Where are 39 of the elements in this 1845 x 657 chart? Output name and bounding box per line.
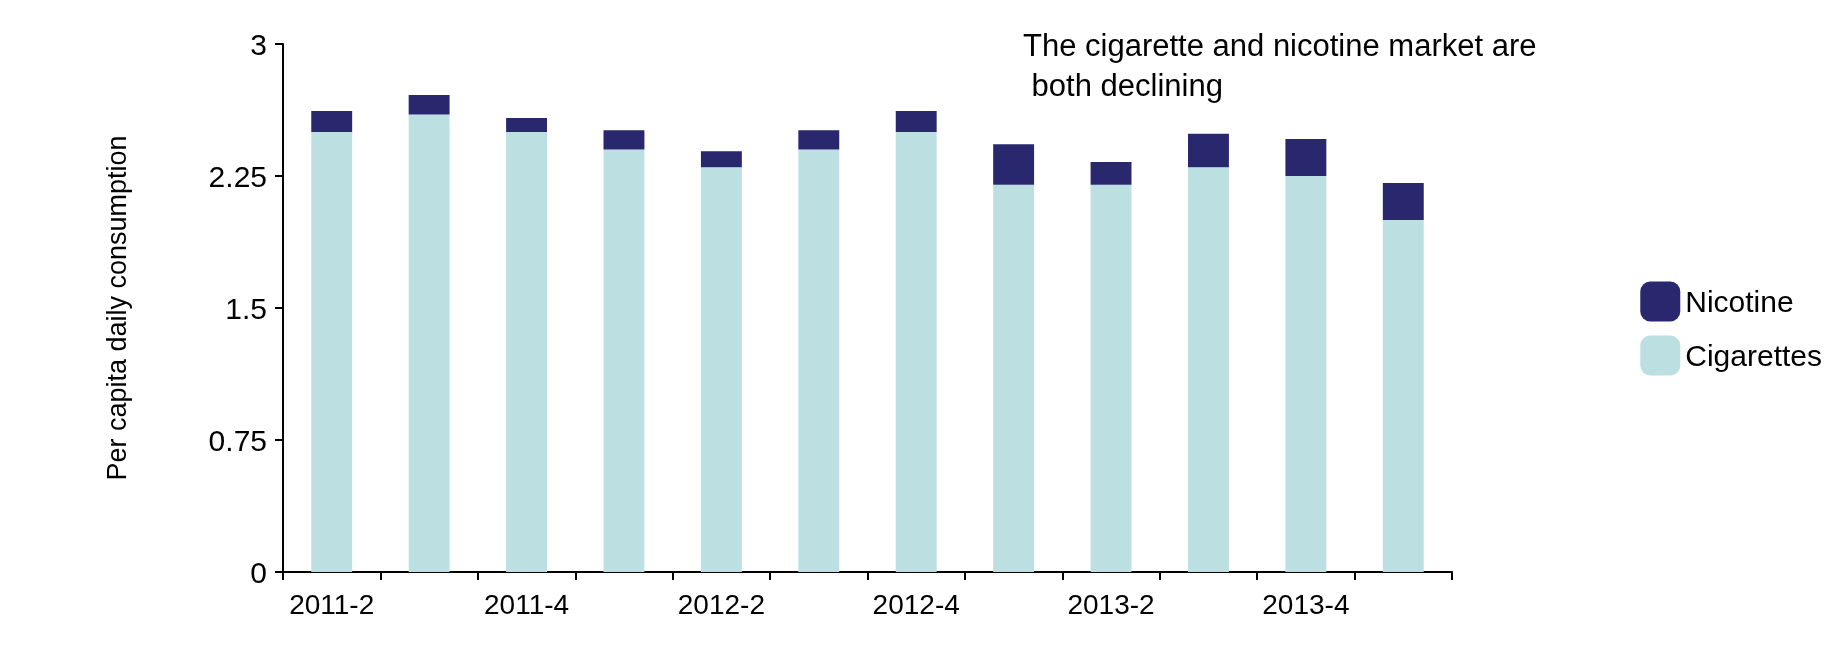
bar	[506, 117, 547, 132]
bar	[603, 149, 645, 572]
y-tick-label: 0.75	[208, 423, 267, 457]
x-tick-label: 2013-2	[1067, 588, 1155, 620]
bar	[700, 151, 742, 168]
y-tick-label: 2.25	[208, 159, 267, 193]
y-tick-label: 0	[250, 555, 267, 589]
y-tick-label: 3	[250, 27, 267, 61]
x-tick-label: 2011-2	[289, 588, 375, 620]
y-tick-label: 1.5	[225, 291, 267, 325]
bar	[506, 132, 547, 572]
bar	[311, 132, 353, 572]
chart-title: The cigarette and nicotine market are both declining	[1023, 27, 1537, 103]
bar	[1382, 183, 1424, 220]
x-tick-label: 2012-4	[872, 588, 960, 620]
bar	[1090, 184, 1132, 572]
x-tick-label: 2012-2	[677, 588, 765, 620]
bar	[798, 130, 840, 150]
y-axis-title: Per capita daily consumption	[102, 135, 132, 481]
bar	[1285, 139, 1327, 176]
x-tick-label: 2013-4	[1262, 588, 1350, 620]
bar	[895, 132, 937, 572]
bar	[1382, 220, 1424, 572]
x-tick-label: 2011-4	[483, 588, 570, 620]
bar	[1188, 167, 1229, 572]
bar	[311, 110, 353, 132]
bar	[1285, 176, 1327, 572]
bar	[993, 144, 1035, 185]
bar	[700, 167, 742, 572]
bar	[408, 114, 450, 572]
bar	[895, 110, 937, 132]
bar	[408, 95, 450, 115]
bar	[1090, 161, 1132, 185]
legend-label: Nicotine	[1685, 285, 1794, 318]
bar	[798, 149, 840, 572]
bar	[993, 184, 1035, 572]
bar	[603, 130, 645, 150]
bar	[1188, 133, 1229, 168]
legend-label: Cigarettes	[1685, 339, 1823, 372]
